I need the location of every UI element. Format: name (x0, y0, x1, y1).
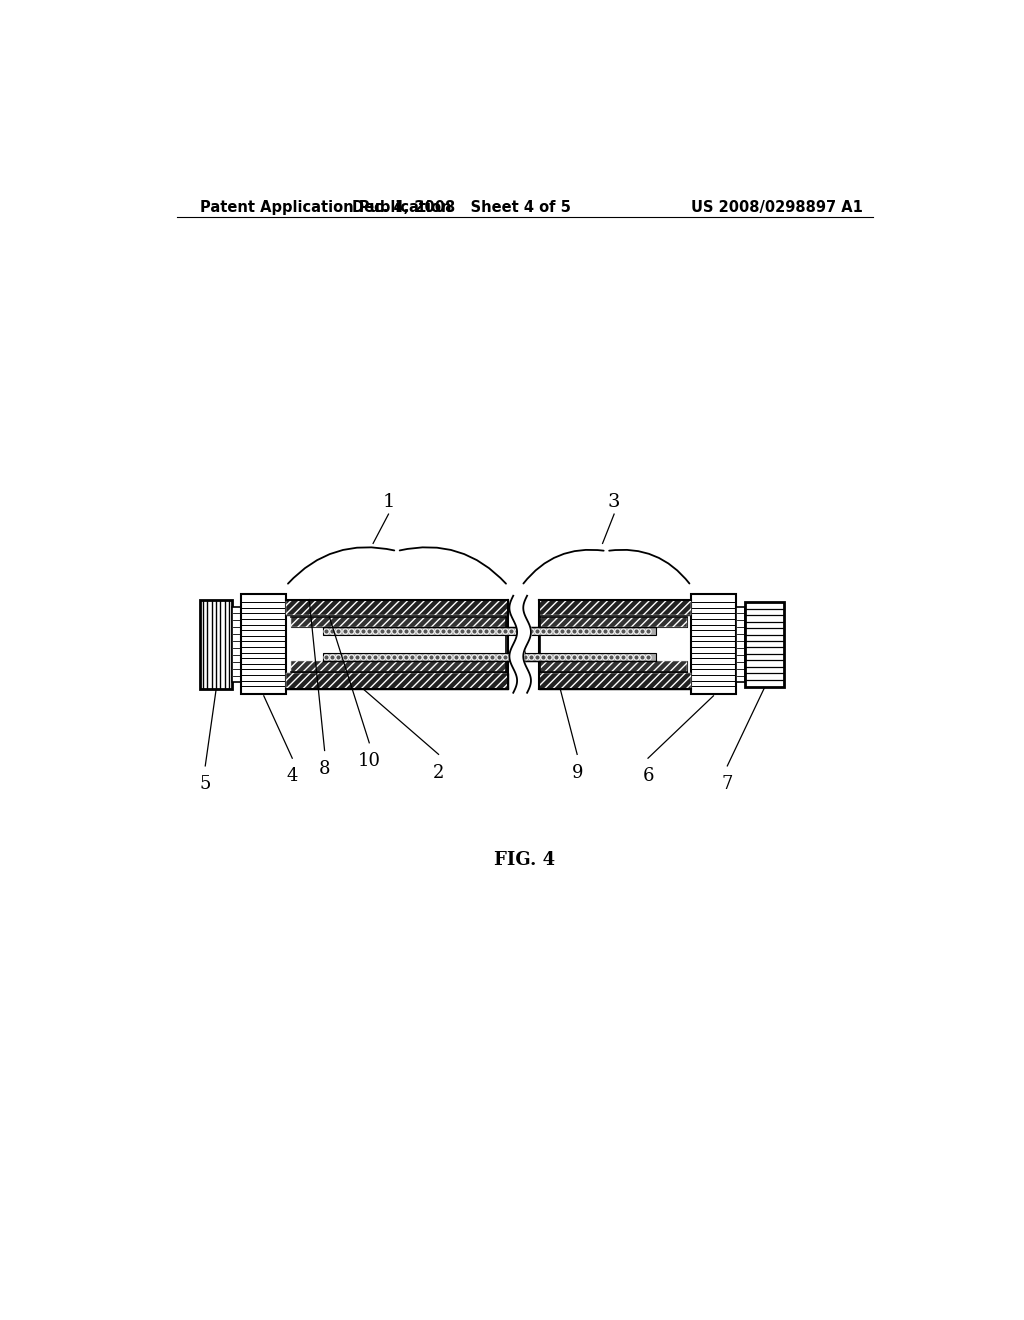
Bar (691, 594, 736, 694)
Bar (291, 616, 506, 627)
Bar (286, 673, 508, 689)
Bar (291, 616, 506, 627)
Bar (291, 661, 506, 672)
Bar (539, 673, 691, 689)
Text: 1: 1 (382, 494, 394, 511)
Text: 9: 9 (571, 763, 583, 781)
Text: 4: 4 (287, 767, 298, 785)
Text: Dec. 4, 2008   Sheet 4 of 5: Dec. 4, 2008 Sheet 4 of 5 (352, 199, 571, 215)
Bar (521, 627, 655, 635)
Bar (286, 599, 508, 615)
Bar (541, 661, 686, 672)
Text: 10: 10 (357, 752, 381, 770)
Bar (541, 661, 686, 672)
Bar (539, 599, 691, 615)
Text: 3: 3 (608, 494, 621, 511)
Bar (286, 599, 508, 615)
Text: 7: 7 (722, 775, 733, 793)
Text: US 2008/0298897 A1: US 2008/0298897 A1 (691, 199, 863, 215)
Bar (539, 599, 691, 615)
Text: 8: 8 (318, 760, 331, 777)
Bar (232, 607, 242, 682)
Bar (539, 673, 691, 689)
Bar (745, 602, 783, 686)
Bar (541, 616, 686, 627)
Text: 6: 6 (642, 767, 653, 785)
Text: 2: 2 (433, 763, 444, 781)
Text: Patent Application Publication: Patent Application Publication (200, 199, 452, 215)
Text: 5: 5 (200, 775, 211, 793)
Bar (736, 607, 745, 682)
Bar (323, 653, 524, 661)
Bar (541, 616, 686, 627)
Bar (242, 594, 286, 694)
Bar (291, 661, 506, 672)
Bar (521, 653, 655, 661)
Bar (539, 615, 691, 673)
Bar (200, 601, 232, 689)
Bar (323, 627, 524, 635)
Text: FIG. 4: FIG. 4 (495, 850, 555, 869)
Bar (286, 615, 508, 673)
Bar (286, 673, 508, 689)
